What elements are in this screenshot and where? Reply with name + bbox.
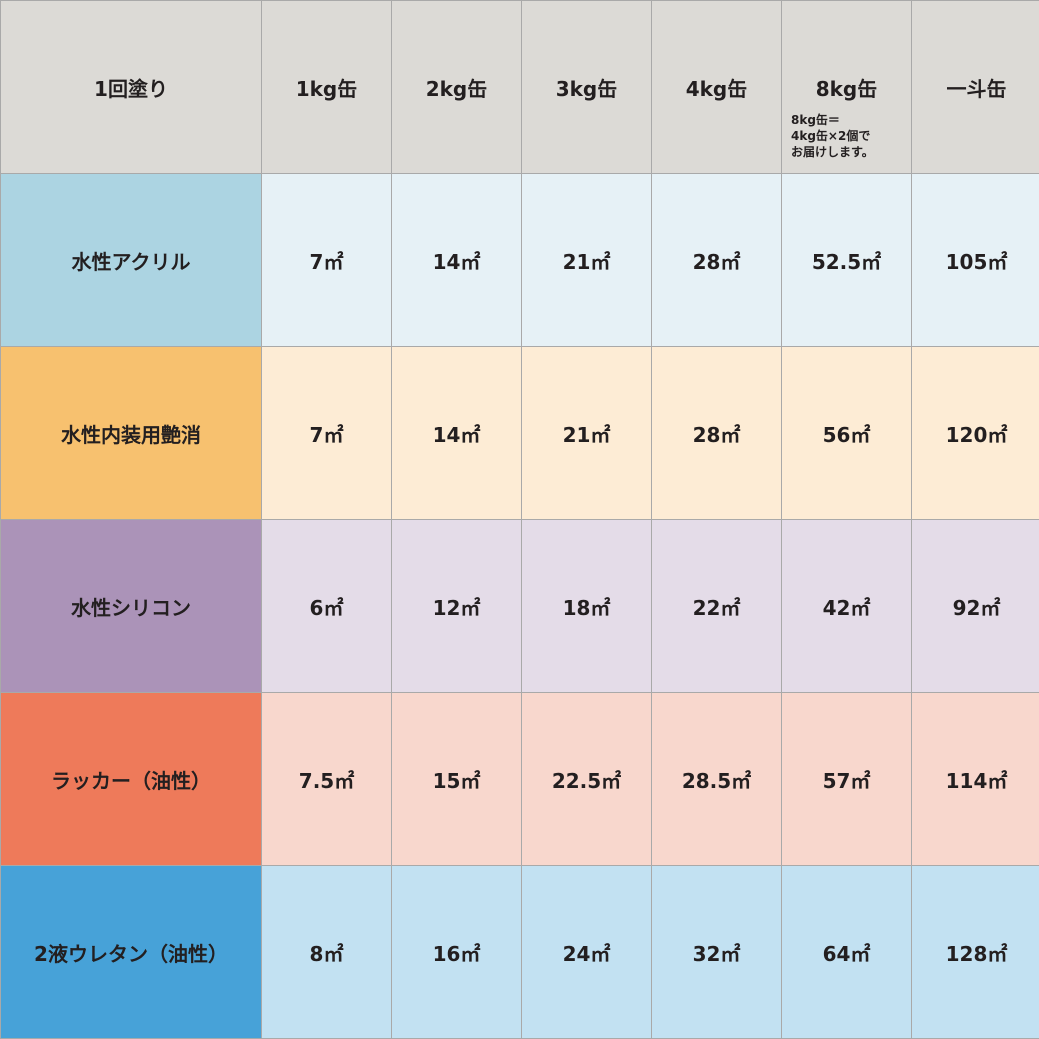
coverage-cell: 22㎡ bbox=[651, 519, 782, 693]
row-label: ラッカー（油性） bbox=[0, 692, 262, 866]
coverage-cell: 21㎡ bbox=[521, 173, 652, 347]
header-row: 1回塗り 1kg缶 2kg缶 3kg缶 4kg缶 8kg缶 8kg缶＝ 4kg缶… bbox=[0, 0, 1039, 174]
coverage-cell: 120㎡ bbox=[911, 346, 1039, 520]
table-row: ラッカー（油性） 7.5㎡ 15㎡ 22.5㎡ 28.5㎡ 57㎡ 114㎡ bbox=[0, 692, 1039, 866]
coverage-cell: 16㎡ bbox=[391, 865, 522, 1039]
coverage-cell: 21㎡ bbox=[521, 346, 652, 520]
note-line: 8kg缶＝ bbox=[791, 113, 840, 127]
coverage-cell: 52.5㎡ bbox=[781, 173, 912, 347]
header-col: 4kg缶 bbox=[651, 0, 782, 174]
coverage-cell: 7.5㎡ bbox=[261, 692, 392, 866]
row-label: 水性シリコン bbox=[0, 519, 262, 693]
coverage-cell: 7㎡ bbox=[261, 173, 392, 347]
note-line: お届けします。 bbox=[791, 145, 874, 159]
coverage-cell: 28㎡ bbox=[651, 346, 782, 520]
coverage-cell: 14㎡ bbox=[391, 346, 522, 520]
coverage-cell: 28.5㎡ bbox=[651, 692, 782, 866]
table-row: 水性内装用艶消 7㎡ 14㎡ 21㎡ 28㎡ 56㎡ 120㎡ bbox=[0, 346, 1039, 520]
coverage-cell: 22.5㎡ bbox=[521, 692, 652, 866]
row-label: 水性アクリル bbox=[0, 173, 262, 347]
coverage-cell: 12㎡ bbox=[391, 519, 522, 693]
coverage-cell: 57㎡ bbox=[781, 692, 912, 866]
header-corner: 1回塗り bbox=[0, 0, 262, 174]
coverage-cell: 32㎡ bbox=[651, 865, 782, 1039]
coverage-cell: 18㎡ bbox=[521, 519, 652, 693]
coverage-cell: 15㎡ bbox=[391, 692, 522, 866]
row-label: 水性内装用艶消 bbox=[0, 346, 262, 520]
coverage-cell: 105㎡ bbox=[911, 173, 1039, 347]
coverage-cell: 7㎡ bbox=[261, 346, 392, 520]
header-col: 1kg缶 bbox=[261, 0, 392, 174]
header-col: 2kg缶 bbox=[391, 0, 522, 174]
coverage-cell: 56㎡ bbox=[781, 346, 912, 520]
coverage-cell: 128㎡ bbox=[911, 865, 1039, 1039]
header-col-8kg: 8kg缶 8kg缶＝ 4kg缶×2個で お届けします。 bbox=[781, 0, 912, 174]
coverage-cell: 8㎡ bbox=[261, 865, 392, 1039]
note-line: 4kg缶×2個で bbox=[791, 129, 871, 143]
header-col-label: 8kg缶 bbox=[815, 76, 878, 101]
table-row: 2液ウレタン（油性） 8㎡ 16㎡ 24㎡ 32㎡ 64㎡ 128㎡ bbox=[0, 865, 1039, 1039]
coverage-cell: 42㎡ bbox=[781, 519, 912, 693]
coverage-cell: 28㎡ bbox=[651, 173, 782, 347]
table-row: 水性シリコン 6㎡ 12㎡ 18㎡ 22㎡ 42㎡ 92㎡ bbox=[0, 519, 1039, 693]
coverage-cell: 24㎡ bbox=[521, 865, 652, 1039]
coverage-cell: 114㎡ bbox=[911, 692, 1039, 866]
coverage-cell: 6㎡ bbox=[261, 519, 392, 693]
row-label: 2液ウレタン（油性） bbox=[0, 865, 262, 1039]
header-col: 3kg缶 bbox=[521, 0, 652, 174]
coverage-cell: 14㎡ bbox=[391, 173, 522, 347]
header-col: 一斗缶 bbox=[911, 0, 1039, 174]
header-note: 8kg缶＝ 4kg缶×2個で お届けします。 bbox=[791, 112, 874, 160]
table-row: 水性アクリル 7㎡ 14㎡ 21㎡ 28㎡ 52.5㎡ 105㎡ bbox=[0, 173, 1039, 347]
coverage-cell: 64㎡ bbox=[781, 865, 912, 1039]
coverage-cell: 92㎡ bbox=[911, 519, 1039, 693]
